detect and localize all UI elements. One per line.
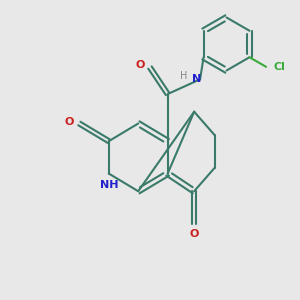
Text: N: N <box>193 74 202 84</box>
Text: H: H <box>180 71 188 81</box>
Text: Cl: Cl <box>273 62 285 72</box>
Text: O: O <box>190 229 199 239</box>
Text: O: O <box>135 60 144 70</box>
Text: NH: NH <box>100 180 118 190</box>
Text: O: O <box>64 117 74 127</box>
